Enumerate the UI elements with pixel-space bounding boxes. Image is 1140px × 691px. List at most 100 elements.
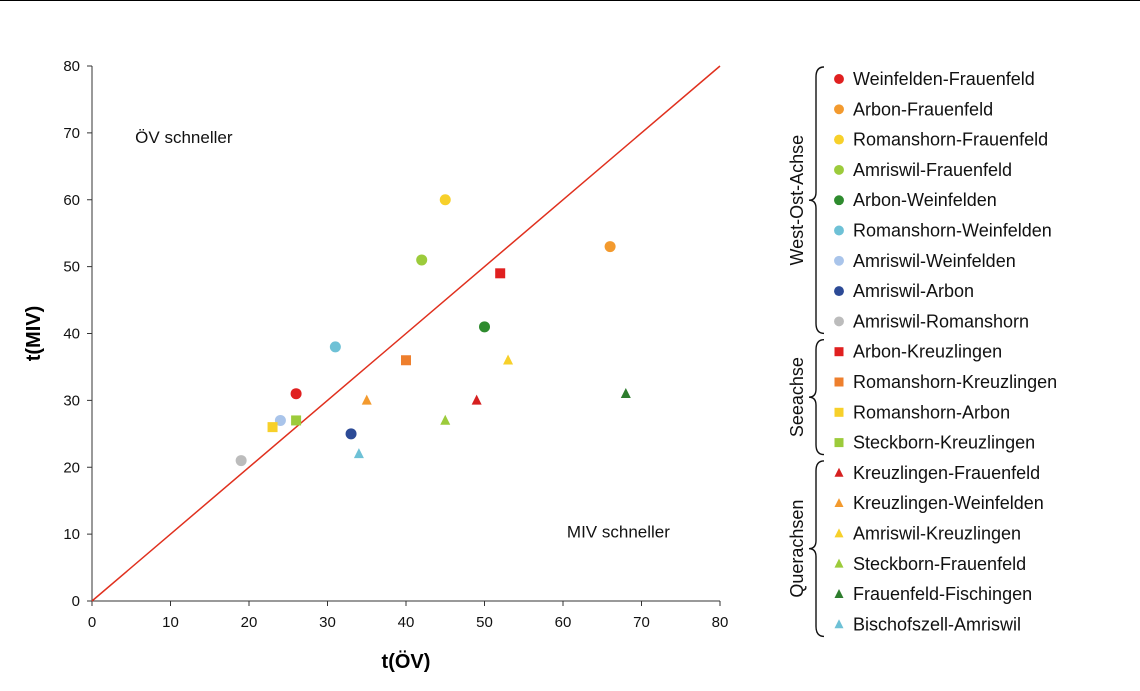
region-annotation: ÖV schneller xyxy=(135,128,233,147)
x-tick-label: 50 xyxy=(476,614,493,631)
y-tick-label: 10 xyxy=(63,526,80,543)
y-tick-label: 80 xyxy=(63,58,80,75)
y-tick-label: 70 xyxy=(63,125,80,142)
x-tick-label: 20 xyxy=(241,614,258,631)
data-point-triangle xyxy=(620,387,631,398)
x-tick-label: 60 xyxy=(555,614,572,631)
x-tick-label: 30 xyxy=(319,614,336,631)
y-axis-title: t(MIV) xyxy=(23,306,45,362)
legend-item: Amriswil-Weinfelden xyxy=(834,251,1016,271)
legend-marker-square xyxy=(834,407,844,417)
reference-line-group xyxy=(91,65,721,602)
region-annotation: MIV schneller xyxy=(567,522,670,541)
legend-marker-circle xyxy=(834,134,844,145)
legend-group-label: Seeachse xyxy=(787,357,807,437)
legend-group-label: West-Ost-Achse xyxy=(787,135,807,266)
top-rule xyxy=(0,0,1140,1)
legend-marker-circle xyxy=(834,225,844,236)
legend-item: Kreuzlingen-Frauenfeld xyxy=(834,463,1040,483)
legend-label: Steckborn-Frauenfeld xyxy=(853,554,1026,574)
data-point-triangle xyxy=(440,414,451,425)
data-point-circle xyxy=(274,414,286,426)
legend-marker-square xyxy=(834,377,844,387)
legend-item: Kreuzlingen-Weinfelden xyxy=(834,493,1044,513)
y-tick-label: 30 xyxy=(63,392,80,409)
data-point-circle xyxy=(329,341,341,353)
legend-group-brace xyxy=(808,339,825,456)
legend-item: Romanshorn-Weinfelden xyxy=(834,221,1052,241)
legend-label: Weinfelden-Frauenfeld xyxy=(853,69,1035,89)
legend-label: Romanshorn-Arbon xyxy=(853,402,1010,422)
legend-label: Kreuzlingen-Frauenfeld xyxy=(853,463,1040,483)
data-point-square xyxy=(267,422,278,433)
legend-label: Romanshorn-Weinfelden xyxy=(853,221,1052,241)
data-point-circle xyxy=(345,428,357,440)
y-tick-label: 0 xyxy=(72,593,80,610)
legend-item: Steckborn-Kreuzlingen xyxy=(834,433,1035,453)
legend-marker-circle xyxy=(834,316,844,327)
legend-marker-square xyxy=(834,347,844,357)
legend-label: Amriswil-Romanshorn xyxy=(853,311,1029,331)
legend-marker-circle xyxy=(834,104,844,115)
legend-item: Bischofszell-Amriswil xyxy=(834,614,1021,634)
legend-item: Romanshorn-Frauenfeld xyxy=(834,130,1048,150)
y-tick-label: 50 xyxy=(63,259,80,276)
legend-label: Amriswil-Frauenfeld xyxy=(853,160,1012,180)
legend-item: Arbon-Kreuzlingen xyxy=(834,342,1002,362)
data-point-square xyxy=(291,415,302,426)
legend-marker-triangle xyxy=(834,558,844,568)
legend-marker-circle xyxy=(834,286,844,297)
legend-label: Amriswil-Arbon xyxy=(853,281,974,301)
legend-marker-square xyxy=(834,438,844,448)
legend-item: Steckborn-Frauenfeld xyxy=(834,554,1026,574)
legend-group-brace xyxy=(808,66,825,335)
x-tick-label: 40 xyxy=(398,614,415,631)
legend-label: Arbon-Kreuzlingen xyxy=(853,342,1002,362)
data-point-circle xyxy=(235,455,247,467)
y-tick-label: 20 xyxy=(63,459,80,476)
data-point-square xyxy=(401,355,411,366)
legend-marker-triangle xyxy=(834,619,844,629)
axes: 0 10 20 30 40 50 60 70 80 0 10 20 30 40 50 60 70 80 xyxy=(63,58,728,631)
legend-item: Amriswil-Arbon xyxy=(834,281,974,301)
legend-item: Romanshorn-Arbon xyxy=(834,402,1010,422)
legend-label: Bischofszell-Amriswil xyxy=(853,614,1021,634)
x-tick-label: 10 xyxy=(162,614,179,631)
legend-group-brace xyxy=(808,460,825,638)
legend-item: Amriswil-Kreuzlingen xyxy=(834,524,1021,544)
legend-item: Amriswil-Romanshorn xyxy=(834,311,1029,331)
annotations: ÖV schneller MIV schneller xyxy=(135,128,670,542)
legend-label: Frauenfeld-Fischingen xyxy=(853,584,1032,604)
x-axis-title: t(ÖV) xyxy=(382,650,431,673)
data-point-triangle xyxy=(353,448,364,459)
data-point-circle xyxy=(416,254,428,266)
legend-item: Frauenfeld-Fischingen xyxy=(834,584,1032,604)
legend-label: Arbon-Weinfelden xyxy=(853,190,997,210)
legend-label: Romanshorn-Kreuzlingen xyxy=(853,372,1057,392)
legend-marker-triangle xyxy=(834,588,844,598)
y-tick-label: 60 xyxy=(63,192,80,209)
y-tick-label: 40 xyxy=(63,326,80,343)
data-point-circle xyxy=(479,321,490,333)
data-point-square xyxy=(495,268,506,279)
legend-item: Arbon-Weinfelden xyxy=(834,190,997,210)
reference-line xyxy=(91,65,721,602)
legend-item: Amriswil-Frauenfeld xyxy=(834,160,1012,180)
legend-label: Amriswil-Kreuzlingen xyxy=(853,524,1021,544)
legend-label: Amriswil-Weinfelden xyxy=(853,251,1016,271)
data-points xyxy=(235,194,631,467)
data-point-triangle xyxy=(503,354,514,365)
legend-item: Weinfelden-Frauenfeld xyxy=(834,69,1035,89)
legend-marker-triangle xyxy=(834,528,844,538)
legend-item: Arbon-Frauenfeld xyxy=(834,99,993,119)
legend-marker-triangle xyxy=(834,467,844,477)
legend: Weinfelden-Frauenfeld Arbon-Frauenfeld Rom… xyxy=(787,66,1057,638)
data-point-circle xyxy=(290,388,302,400)
x-tick-label: 0 xyxy=(88,614,96,631)
data-point-triangle xyxy=(471,394,482,405)
legend-label: Steckborn-Kreuzlingen xyxy=(853,433,1035,453)
legend-marker-circle xyxy=(834,164,844,175)
legend-label: Romanshorn-Frauenfeld xyxy=(853,130,1048,150)
x-tick-label: 70 xyxy=(633,614,650,631)
